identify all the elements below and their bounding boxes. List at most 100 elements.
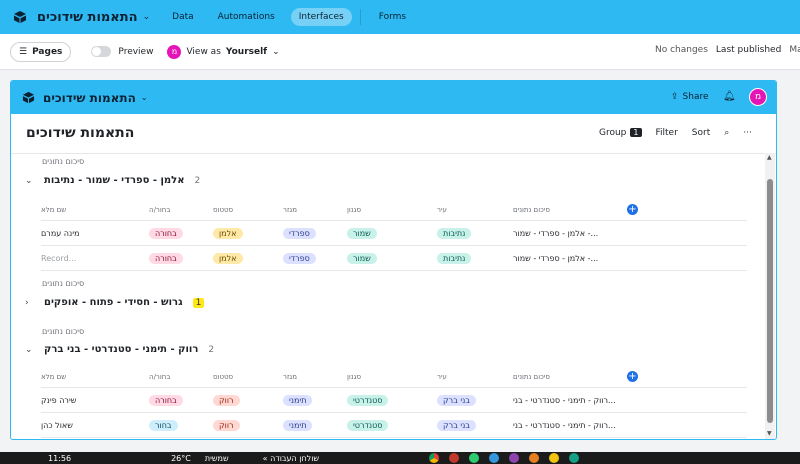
cell-summary: רווק - תימני - סטנדרטי - בני... bbox=[513, 420, 616, 430]
column-header[interactable]: סטטוס bbox=[213, 372, 234, 381]
filter-button[interactable]: Filter bbox=[655, 128, 678, 138]
app-icon[interactable] bbox=[549, 453, 560, 463]
group-count: 1 bbox=[192, 297, 205, 308]
sector-pill: ספרדי bbox=[283, 252, 316, 264]
group-table: שם מלא בחור/ה סטטוס מגזר סגנון עיר סיכום… bbox=[41, 199, 747, 271]
table-row[interactable]: מינה עמרם בחורה אלמן ספרדי שמור נתיבות א… bbox=[41, 221, 747, 246]
column-header[interactable]: סטטוס bbox=[213, 205, 234, 214]
page-header: התאמות שידוכים Group 1 Filter Sort ⌕ ··· bbox=[11, 114, 776, 154]
sector-pill: ספרדי bbox=[283, 227, 316, 239]
group-header[interactable]: ⌄ רווק - תימני - סטנדרטי - בני ברק 2 bbox=[25, 344, 214, 355]
table-row[interactable]: שאול כהן בחור רווק תימני סטנדרטי בני ברק… bbox=[41, 413, 747, 438]
taskbar-item[interactable]: « שולחן העבודה bbox=[262, 453, 320, 463]
group-name: גרוש - חסידי - פתוח - אופקים bbox=[44, 297, 183, 308]
nav-interfaces[interactable]: Interfaces bbox=[290, 8, 352, 26]
publish-status: No changes Last published May 22, 2 bbox=[655, 45, 800, 55]
group-table: שם מלא בחור/ה סטטוס מגזר סגנון עיר סיכום… bbox=[41, 366, 747, 438]
group-count-badge: 1 bbox=[630, 128, 642, 137]
chevron-down-icon[interactable]: ⌄ bbox=[25, 175, 33, 186]
section-label: סיכום נתונים bbox=[42, 279, 85, 288]
table-row[interactable]: שירה פינק בחורה רווק תימני סטנדרטי בני ב… bbox=[41, 388, 747, 413]
share-icon: ⇪ bbox=[671, 92, 679, 102]
column-header[interactable]: מגזר bbox=[283, 205, 298, 214]
scroll-down-icon[interactable]: ▼ bbox=[767, 430, 772, 437]
taskbar-item[interactable]: שמשית bbox=[204, 453, 229, 463]
chevron-down-icon[interactable]: ⌄ bbox=[25, 344, 33, 355]
column-header[interactable]: מגזר bbox=[283, 372, 298, 381]
gender-pill: בחורה bbox=[149, 394, 183, 406]
city-pill: בני ברק bbox=[437, 419, 476, 431]
style-pill: שמור bbox=[347, 227, 377, 239]
chevron-right-icon[interactable]: › bbox=[25, 297, 29, 308]
column-header[interactable]: סיכום נתונים bbox=[513, 205, 550, 214]
page-title: התאמות שידוכים bbox=[26, 125, 135, 141]
cell-summary: אלמן - ספרדי - שמור -... bbox=[513, 253, 599, 263]
cell-name: Record... bbox=[41, 253, 77, 263]
airtable-logo-icon[interactable] bbox=[13, 10, 27, 24]
chevron-down-icon[interactable]: ⌄ bbox=[142, 12, 151, 22]
app-icon[interactable] bbox=[569, 453, 580, 463]
column-header[interactable]: עיר bbox=[437, 372, 447, 381]
column-header[interactable]: סגנון bbox=[347, 372, 362, 381]
pages-button[interactable]: ☰ Pages bbox=[10, 41, 72, 62]
group-name: אלמן - ספרדי - שמור - נתיבות bbox=[44, 175, 185, 186]
preview-label: Preview bbox=[118, 46, 154, 57]
app-icon[interactable] bbox=[469, 453, 480, 463]
preview-toggle[interactable] bbox=[91, 46, 112, 57]
column-header[interactable]: סיכום נתונים bbox=[513, 372, 550, 381]
chrome-icon[interactable] bbox=[429, 453, 440, 463]
app-icon[interactable] bbox=[509, 453, 520, 463]
pages-label: Pages bbox=[32, 46, 63, 57]
sector-pill: תימני bbox=[283, 394, 313, 406]
search-icon[interactable]: ⌕ bbox=[724, 128, 730, 138]
gender-pill: בחור bbox=[149, 419, 178, 431]
group-header[interactable]: › גרוש - חסידי - פתוח - אופקים 1 bbox=[25, 297, 205, 308]
group-header[interactable]: ⌄ אלמן - ספרדי - שמור - נתיבות 2 bbox=[25, 175, 200, 186]
interface-designer-bar: ☰ Pages Preview מ View as Yourself ⌄ No … bbox=[0, 34, 800, 70]
plus-icon: + bbox=[627, 371, 638, 382]
last-published-label: Last published bbox=[715, 45, 782, 55]
vertical-scrollbar[interactable]: ▲ ▼ bbox=[765, 153, 775, 439]
os-taskbar: 11:56 26°C שמשית « שולחן העבודה bbox=[0, 452, 800, 464]
scroll-up-icon[interactable]: ▲ bbox=[767, 154, 772, 161]
scrollbar-thumb[interactable] bbox=[767, 179, 773, 423]
column-header[interactable]: סגנון bbox=[347, 205, 362, 214]
add-field-button[interactable]: + bbox=[627, 366, 638, 387]
gender-pill: בחורה bbox=[149, 227, 183, 239]
chevron-down-icon[interactable]: ⌄ bbox=[140, 93, 148, 102]
column-header[interactable]: בחור/ה bbox=[149, 205, 171, 214]
nav-automations[interactable]: Automations bbox=[217, 12, 275, 22]
nav-forms[interactable]: Forms bbox=[378, 12, 407, 22]
add-field-button[interactable]: + bbox=[627, 199, 638, 220]
city-pill: נתיבות bbox=[437, 227, 472, 239]
city-pill: נתיבות bbox=[437, 252, 472, 264]
column-header[interactable]: שם מלא bbox=[41, 205, 67, 214]
cell-name: שירה פינק bbox=[41, 395, 77, 405]
avatar[interactable]: מ bbox=[749, 88, 767, 106]
status-pill: אלמן bbox=[213, 252, 243, 264]
more-options-icon[interactable]: ··· bbox=[743, 128, 752, 138]
cell-name: מינה עמרם bbox=[41, 228, 80, 238]
group-name: רווק - תימני - סטנדרטי - בני ברק bbox=[44, 344, 199, 355]
nav-data[interactable]: Data bbox=[172, 12, 194, 22]
table-row[interactable]: Record... בחורה אלמן ספרדי שמור נתיבות א… bbox=[41, 246, 747, 271]
column-header[interactable]: שם מלא bbox=[41, 372, 67, 381]
app-icon[interactable] bbox=[489, 453, 500, 463]
view-as-selector[interactable]: מ View as Yourself ⌄ bbox=[167, 44, 280, 59]
sort-button[interactable]: Sort bbox=[691, 128, 711, 138]
view-as-label: View as bbox=[186, 46, 221, 57]
base-title[interactable]: התאמות שידוכים bbox=[37, 9, 138, 25]
browser-icon[interactable] bbox=[449, 453, 460, 463]
bell-icon[interactable]: 🔔︎ bbox=[723, 91, 736, 102]
interface-title[interactable]: התאמות שידוכים bbox=[43, 90, 136, 105]
share-button[interactable]: ⇪ Share bbox=[671, 92, 709, 102]
status-pill: רווק bbox=[213, 419, 240, 431]
top-bar: התאמות שידוכים ⌄ Data Automations Interf… bbox=[0, 0, 800, 34]
cell-summary: רווק - תימני - סטנדרטי - בני... bbox=[513, 395, 616, 405]
app-icon[interactable] bbox=[529, 453, 540, 463]
group-button[interactable]: Group 1 bbox=[599, 128, 642, 138]
column-header[interactable]: עיר bbox=[437, 205, 447, 214]
column-header[interactable]: בחור/ה bbox=[149, 372, 171, 381]
grouped-list: סיכום נתונים ⌄ אלמן - ספרדי - שמור - נתי… bbox=[11, 155, 771, 439]
last-published-date: May 22, 2 bbox=[789, 45, 800, 55]
